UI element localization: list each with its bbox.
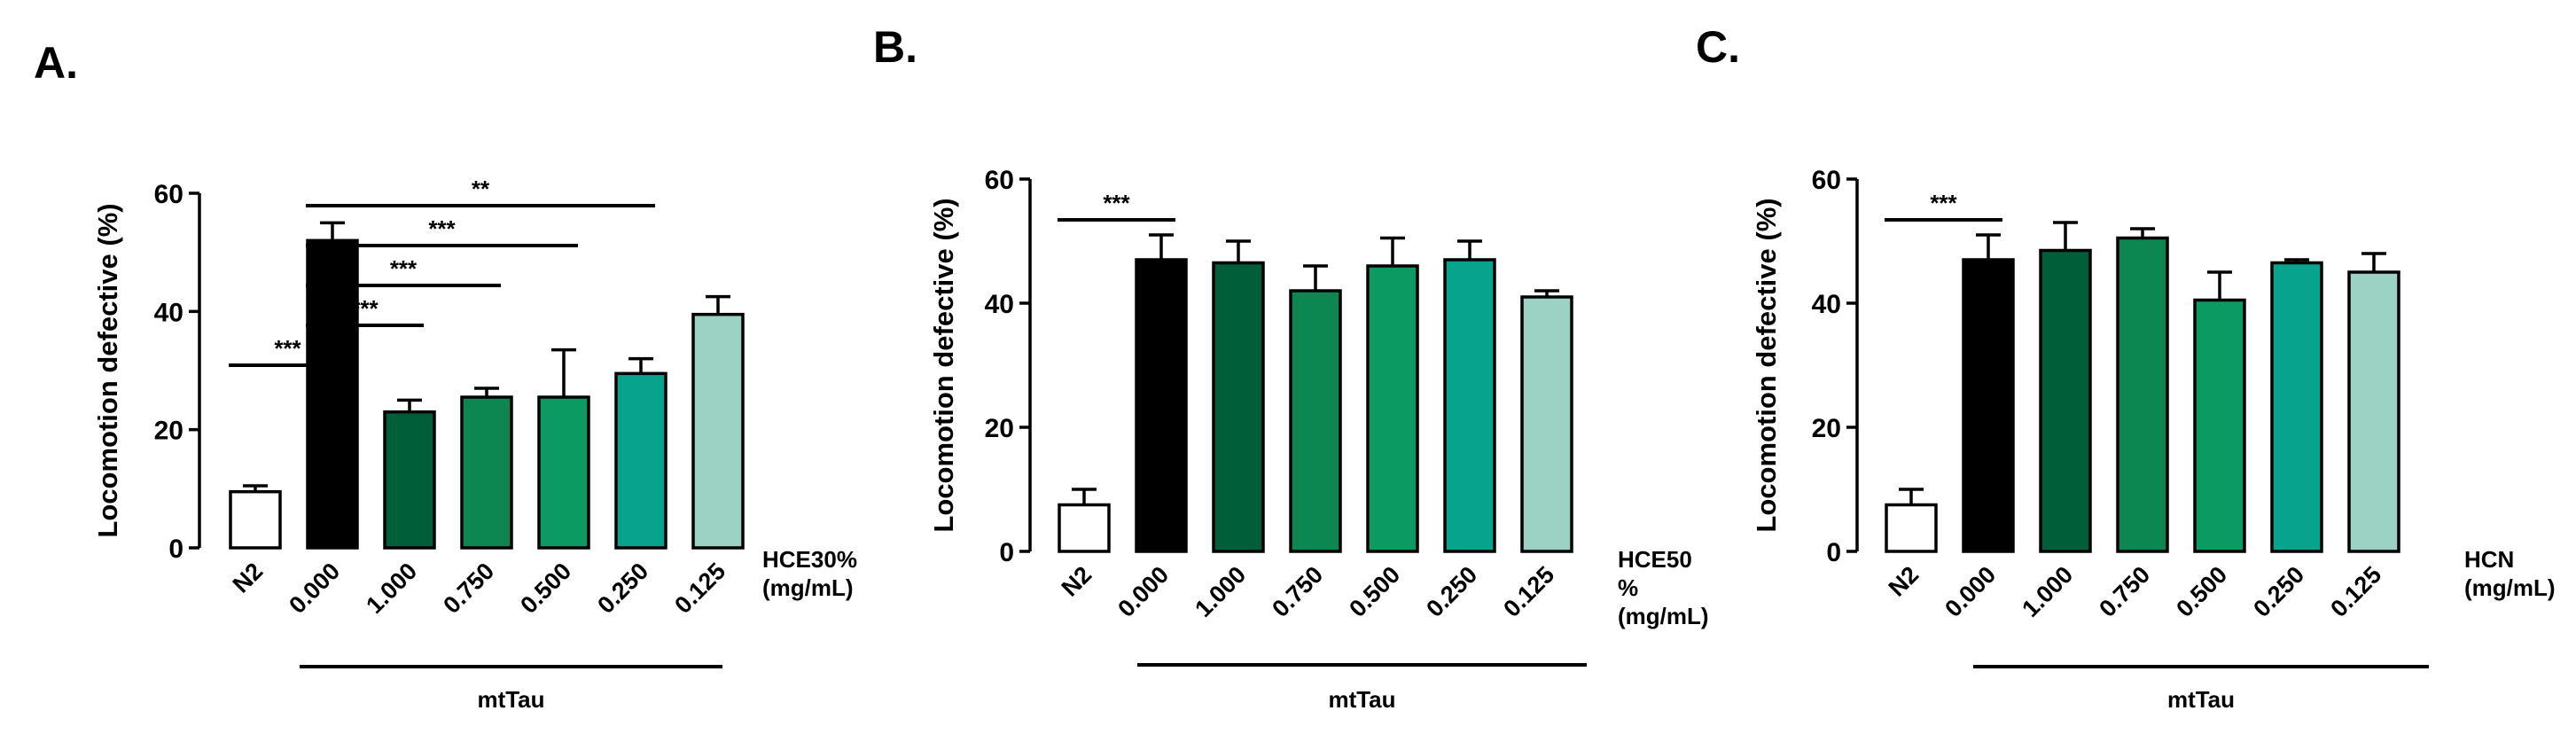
bar-7 — [2347, 270, 2400, 553]
panel-letter: B. — [873, 22, 917, 72]
x-tick-label: 0.250 — [1421, 561, 1482, 622]
significance-label: *** — [1103, 190, 1130, 216]
bar-2 — [306, 238, 359, 550]
x-tick-label: 0.125 — [1498, 561, 1559, 622]
x-tick-label: N2 — [1057, 561, 1097, 602]
bar-1 — [1885, 503, 1938, 553]
group-label: mtTau — [1328, 686, 1395, 713]
y-tick-label: 20 — [1812, 414, 1841, 443]
y-axis-title: Locomotion defective (%) — [928, 198, 959, 532]
bar-1 — [1058, 503, 1111, 553]
x-tick-label: 0.125 — [669, 558, 730, 619]
bar-2 — [1962, 258, 2015, 553]
x-tick-label: 0.000 — [284, 558, 345, 619]
x-tick-label: 1.000 — [1190, 561, 1251, 622]
treatment-label: % — [1618, 574, 1638, 601]
panel-letter: A. — [34, 38, 78, 88]
x-tick-label: 1.000 — [361, 558, 422, 619]
y-axis-title: Locomotion defective (%) — [92, 203, 123, 537]
x-tick-label: N2 — [1884, 561, 1924, 602]
y-tick-label: 60 — [154, 180, 183, 209]
x-tick-label: 0.250 — [592, 558, 653, 619]
x-tick-label: 0.000 — [1940, 561, 2001, 622]
treatment-label: HCN — [2464, 546, 2514, 573]
x-tick-label: 0.500 — [515, 558, 576, 619]
bar-3 — [383, 410, 436, 550]
y-axis-title: Locomotion defective (%) — [1751, 198, 1782, 532]
bar-7 — [1520, 295, 1573, 553]
x-tick-label: 0.125 — [2325, 561, 2386, 622]
bar-5 — [1366, 264, 1419, 553]
treatment-label: (mg/mL) — [2464, 574, 2556, 601]
group-label: mtTau — [2167, 686, 2235, 713]
bar-7 — [691, 312, 745, 550]
bar-1 — [229, 489, 282, 550]
significance-label: ** — [472, 176, 490, 202]
bar-6 — [1443, 258, 1496, 553]
y-tick-label: 0 — [999, 538, 1014, 567]
y-tick-label: 40 — [1812, 290, 1841, 319]
x-tick-label: 0.500 — [1344, 561, 1405, 622]
bar-4 — [1289, 289, 1342, 553]
bar-5 — [537, 395, 590, 550]
x-tick-label: 0.750 — [438, 558, 499, 619]
treatment-label: (mg/mL) — [762, 574, 854, 601]
chart-panel-3: C. Locomotion defective (%) 0 20 40 60 N2 0.000… — [1696, 22, 2556, 713]
bar-5 — [2193, 298, 2246, 553]
x-tick-label: 0.750 — [1267, 561, 1328, 622]
significance-label: *** — [274, 335, 301, 362]
significance-label: *** — [1930, 190, 1957, 216]
y-tick-label: 0 — [168, 535, 183, 564]
y-tick-label: 0 — [1826, 538, 1841, 567]
significance-label: *** — [351, 295, 379, 322]
panel-letter: C. — [1696, 22, 1740, 72]
significance-label: *** — [428, 215, 456, 242]
chart-panel-1: A. Locomotion defective (%) 0 20 40 60 N2 0.000… — [34, 38, 857, 713]
x-tick-label: 0.250 — [2248, 561, 2309, 622]
bar-4 — [460, 395, 513, 550]
x-tick-label: N2 — [228, 558, 269, 598]
treatment-label: HCE50 — [1618, 546, 1692, 573]
y-tick-label: 60 — [985, 166, 1014, 195]
bar-4 — [2116, 236, 2169, 553]
treatment-label: (mg/mL) — [1618, 603, 1709, 629]
x-tick-label: 1.000 — [2017, 561, 2078, 622]
bar-3 — [2039, 248, 2092, 553]
bar-6 — [2270, 261, 2323, 553]
y-tick-label: 20 — [985, 414, 1014, 443]
treatment-label: HCE30% — [762, 546, 857, 573]
y-tick-label: 20 — [154, 417, 183, 446]
y-tick-label: 40 — [154, 298, 183, 327]
y-tick-label: 60 — [1812, 166, 1841, 195]
y-tick-label: 40 — [985, 290, 1014, 319]
x-tick-label: 0.500 — [2171, 561, 2232, 622]
chart-panel-2: B. Locomotion defective (%) 0 20 40 60 N2 0.000… — [873, 22, 1709, 713]
x-tick-label: 0.750 — [2094, 561, 2155, 622]
bar-2 — [1135, 258, 1188, 553]
group-label: mtTau — [477, 686, 544, 713]
bar-6 — [614, 371, 667, 550]
significance-label: *** — [390, 255, 418, 282]
x-tick-label: 0.000 — [1112, 561, 1174, 622]
bar-3 — [1212, 261, 1265, 553]
